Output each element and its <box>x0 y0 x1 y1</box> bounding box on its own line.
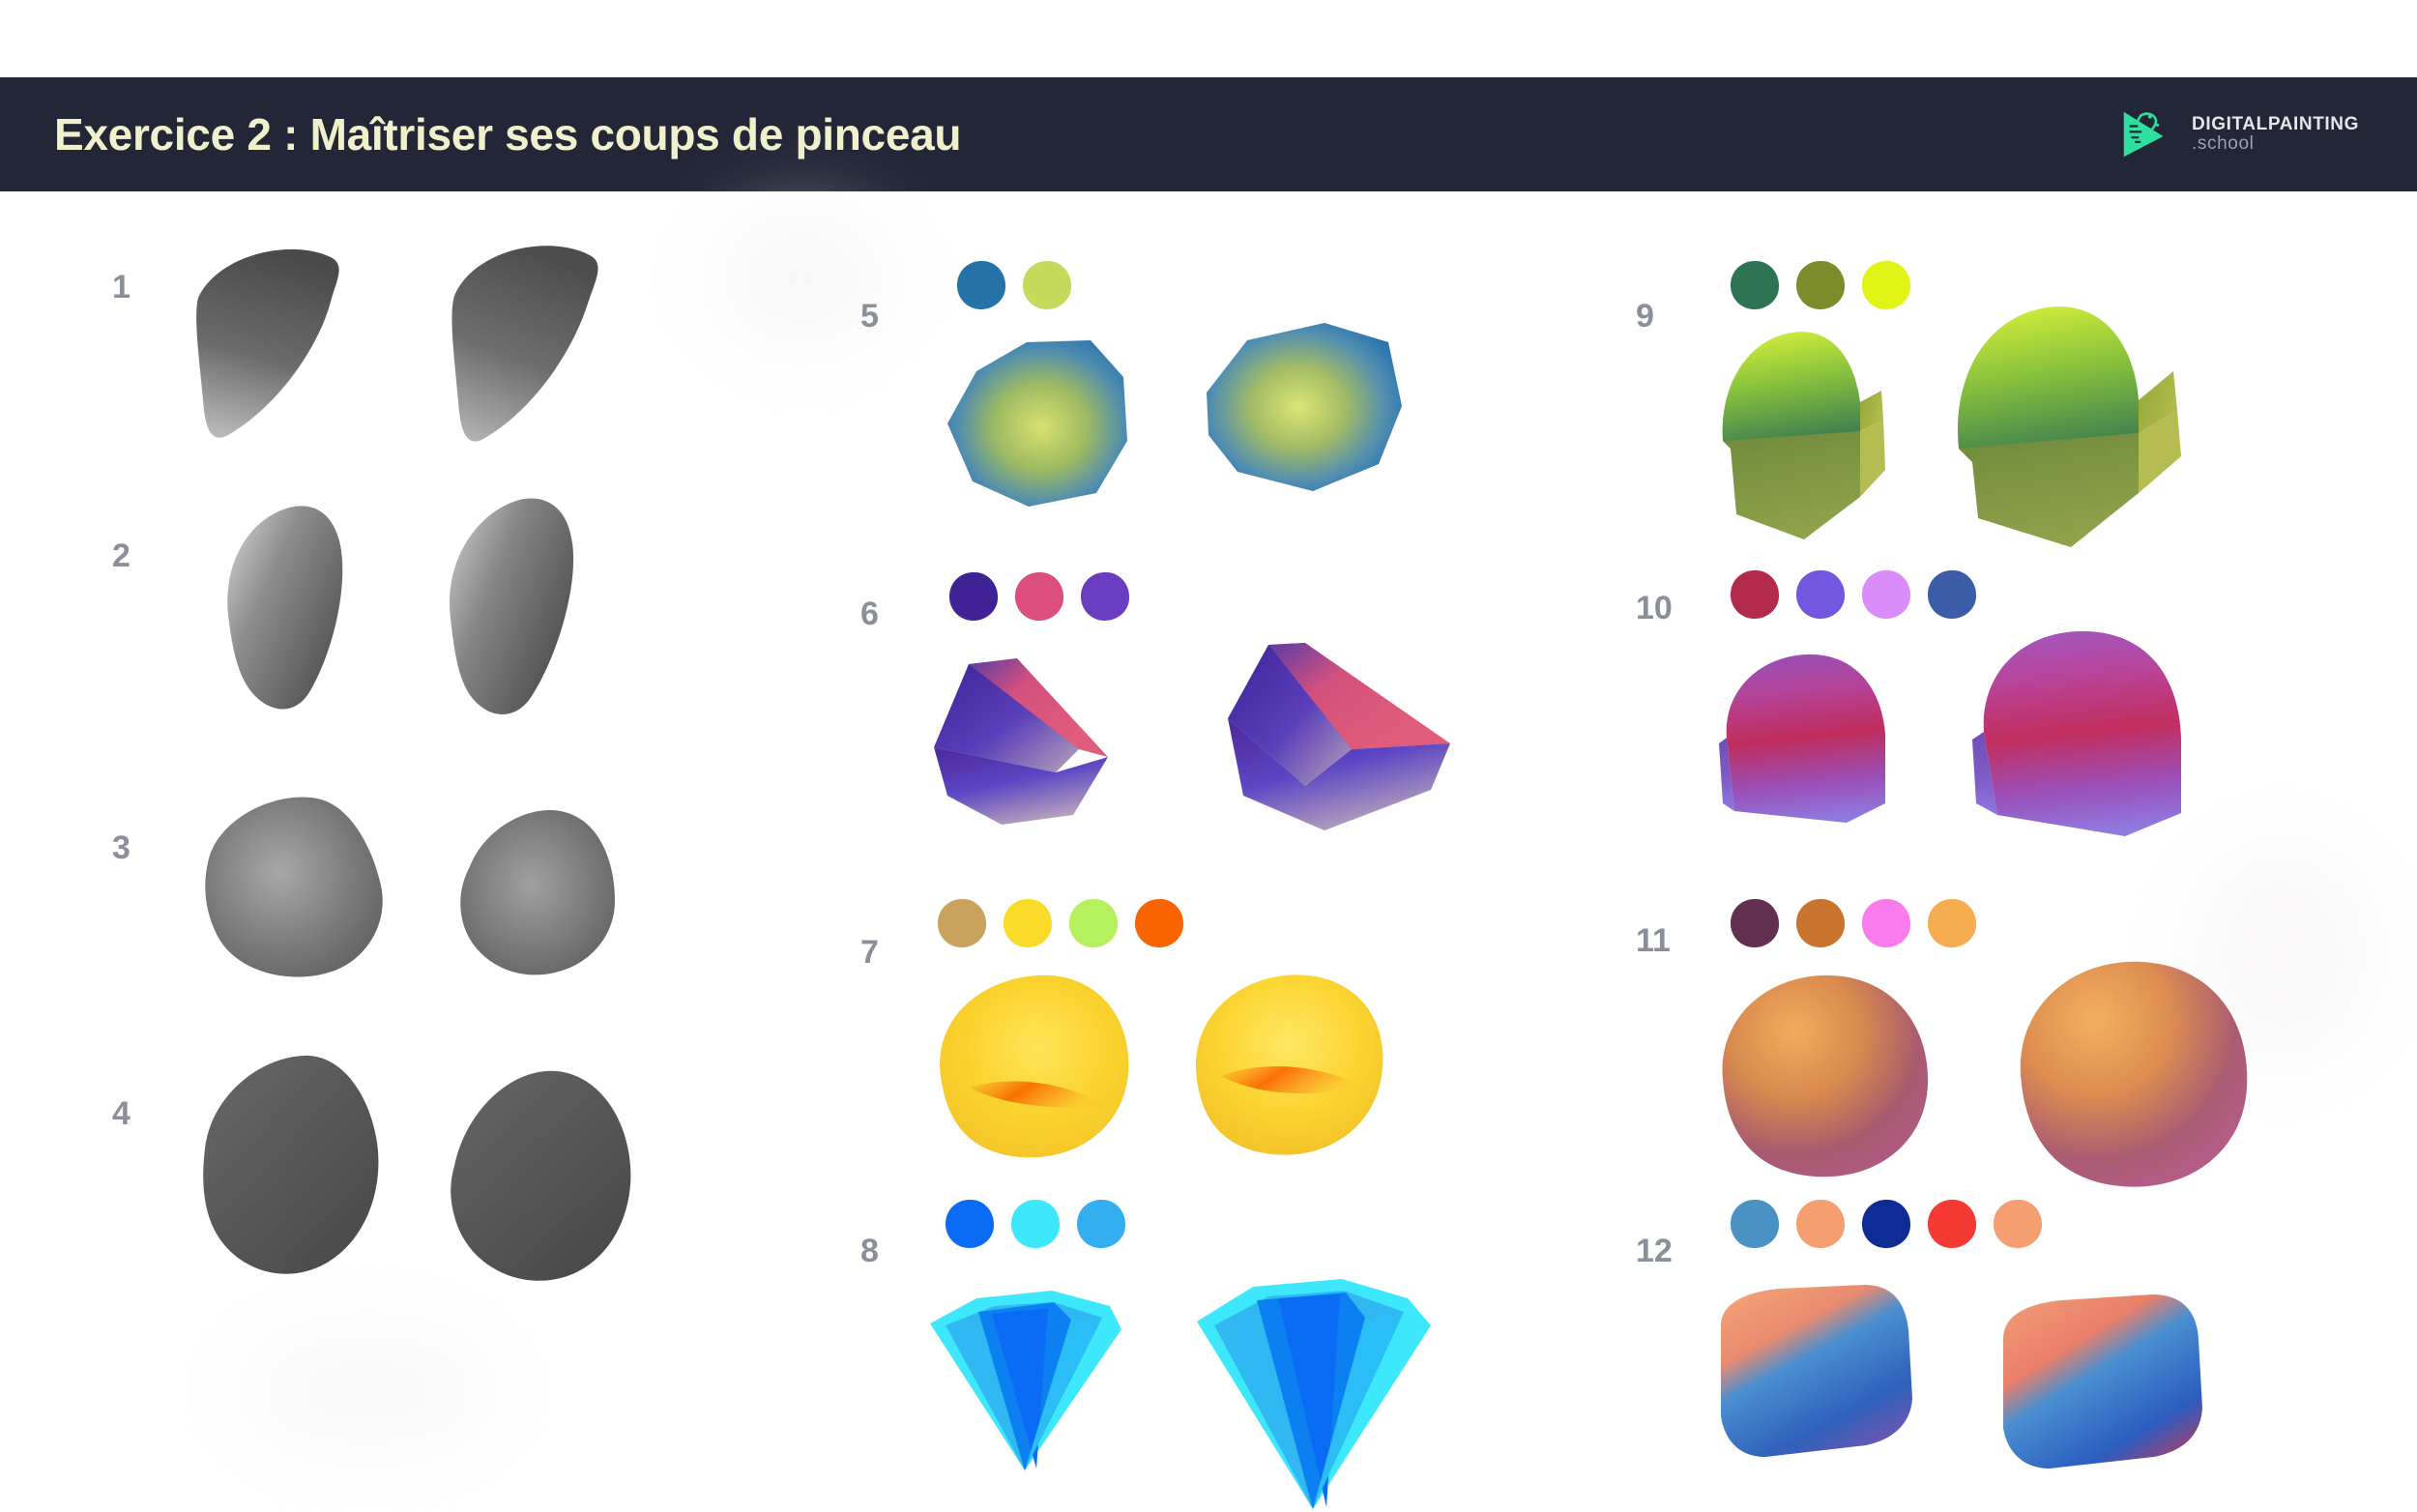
exercise-board: 1 <box>0 191 2417 1512</box>
row-number-9: 9 <box>1636 298 1654 334</box>
color-swatch[interactable] <box>1862 899 1910 947</box>
shape-group-1 <box>164 220 744 462</box>
row-number-4: 4 <box>112 1095 131 1132</box>
shape-pair-6 <box>934 643 1450 830</box>
color-swatch[interactable] <box>1796 1200 1845 1248</box>
column-3: 9 <box>1605 191 2378 1512</box>
swatch-group-10 <box>1731 570 1976 619</box>
row-number-10: 10 <box>1636 590 1673 626</box>
color-swatch[interactable] <box>1731 261 1779 309</box>
color-swatch[interactable] <box>946 1200 994 1248</box>
shape-pair-7 <box>940 974 1383 1158</box>
shape-group-11 <box>1702 960 2398 1202</box>
brand-suffix: .school <box>2192 133 2255 154</box>
color-swatch[interactable] <box>1077 1200 1125 1248</box>
shape-group-8 <box>909 1269 1547 1512</box>
color-swatch[interactable] <box>1862 261 1910 309</box>
swatch-group-6 <box>949 572 1129 621</box>
shape-group-6 <box>909 631 1547 854</box>
background-blur-2 <box>242 1332 493 1448</box>
color-swatch[interactable] <box>1862 570 1910 619</box>
color-swatch[interactable] <box>1011 1200 1060 1248</box>
brand-name: DIGITALPAINTING <box>2192 114 2359 135</box>
column-2: 5 <box>802 191 1537 1512</box>
row-number-5: 5 <box>860 298 879 334</box>
color-swatch[interactable] <box>1731 1200 1779 1248</box>
row-number-8: 8 <box>860 1233 879 1269</box>
shape-pair-4 <box>203 1055 631 1281</box>
shape-pair-5 <box>947 323 1402 507</box>
page-title: Exercice 2 : Maîtriser ses coups de pinc… <box>54 109 962 160</box>
column-1: 1 <box>58 191 793 1512</box>
color-swatch[interactable] <box>1069 899 1118 947</box>
color-swatch[interactable] <box>949 572 998 621</box>
color-swatch[interactable] <box>1135 899 1183 947</box>
color-swatch[interactable] <box>938 899 986 947</box>
gem-left <box>930 1291 1121 1470</box>
shape-group-7 <box>914 960 1532 1182</box>
shape-pair-9 <box>1722 306 2181 547</box>
color-swatch[interactable] <box>1796 899 1845 947</box>
color-swatch[interactable] <box>1004 899 1052 947</box>
swatch-group-9 <box>1731 261 1910 309</box>
brush-play-icon <box>2116 104 2176 164</box>
color-swatch[interactable] <box>1796 261 1845 309</box>
shape-group-5 <box>918 317 1537 539</box>
swatch-group-7 <box>938 899 1183 947</box>
swatch-group-12 <box>1731 1200 2042 1248</box>
color-swatch[interactable] <box>1928 899 1976 947</box>
shape-pair-1 <box>196 246 598 442</box>
color-swatch[interactable] <box>1928 570 1976 619</box>
swatch-group-5 <box>957 261 1071 309</box>
shape-pair-10 <box>1719 630 2181 836</box>
color-swatch[interactable] <box>1731 570 1779 619</box>
color-swatch[interactable] <box>1015 572 1063 621</box>
shape-group-10 <box>1702 630 2398 873</box>
color-swatch[interactable] <box>1994 1200 2042 1248</box>
shape-group-4 <box>164 1042 744 1303</box>
shape-group-2 <box>164 491 744 742</box>
row-number-3: 3 <box>112 829 131 866</box>
swatch-group-11 <box>1731 899 1976 947</box>
row-number-11: 11 <box>1636 922 1671 959</box>
color-swatch[interactable] <box>1796 570 1845 619</box>
brand-logo: DIGITALPAINTING .school <box>2116 104 2359 164</box>
shape-pair-11 <box>1722 961 2248 1187</box>
row-number-2: 2 <box>112 538 131 574</box>
shape-pair-2 <box>227 498 574 714</box>
color-swatch[interactable] <box>1928 1200 1976 1248</box>
color-swatch[interactable] <box>957 261 1005 309</box>
shape-group-3 <box>164 781 744 1023</box>
slide-header: Exercice 2 : Maîtriser ses coups de pinc… <box>0 77 2417 191</box>
background-blur-1 <box>715 211 889 346</box>
shape-group-9 <box>1702 298 2398 549</box>
row-number-7: 7 <box>860 934 879 971</box>
shape-group-12 <box>1702 1279 2398 1501</box>
color-swatch[interactable] <box>1081 572 1129 621</box>
shape-pair-12 <box>1721 1285 2202 1468</box>
shape-pair-3 <box>205 797 615 977</box>
color-swatch[interactable] <box>1023 261 1071 309</box>
shape-pair-8 <box>930 1279 1431 1509</box>
row-number-1: 1 <box>112 269 131 305</box>
swatch-group-8 <box>946 1200 1125 1248</box>
row-number-12: 12 <box>1636 1233 1673 1269</box>
gem-right <box>1197 1279 1431 1509</box>
color-swatch[interactable] <box>1731 899 1779 947</box>
color-swatch[interactable] <box>1862 1200 1910 1248</box>
row-number-6: 6 <box>860 596 879 632</box>
